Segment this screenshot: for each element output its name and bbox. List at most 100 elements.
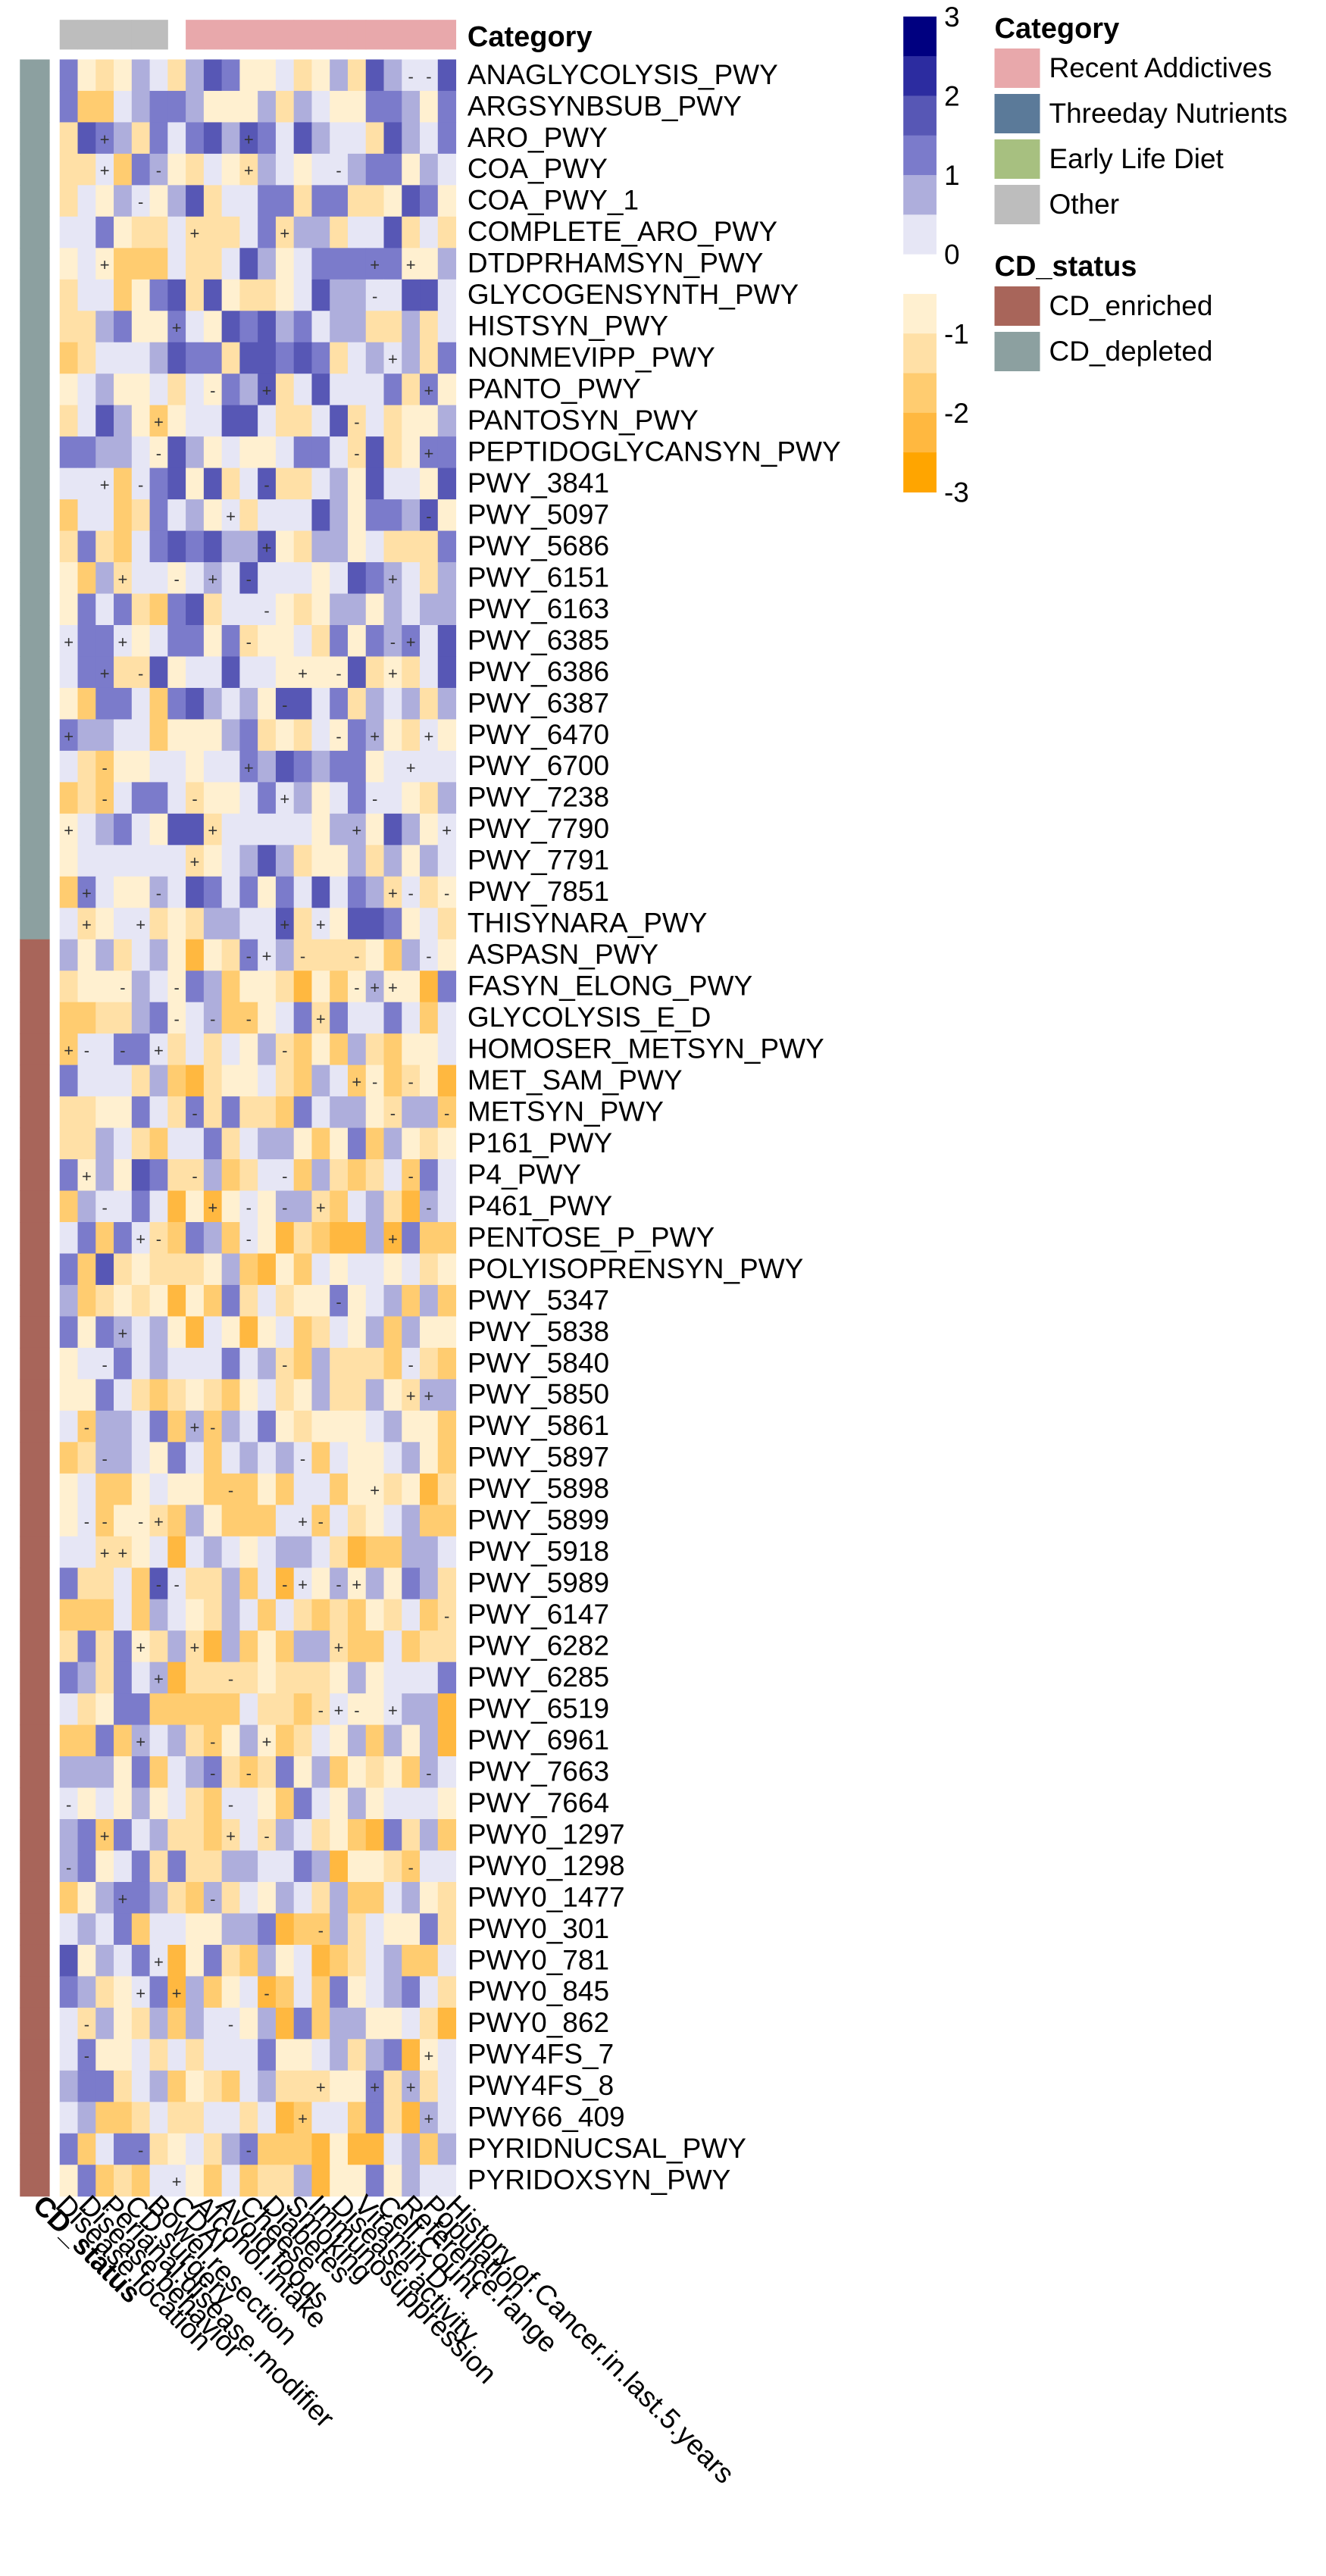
significance-mark: + (100, 664, 110, 683)
significance-mark: + (100, 1827, 110, 1846)
heatmap-cell (114, 845, 133, 877)
column-annotation-title: Category (468, 21, 593, 53)
heatmap-cell (186, 908, 205, 940)
heatmap-cell (383, 1819, 402, 1851)
heatmap-cell (221, 59, 240, 92)
heatmap-cell (293, 1127, 312, 1160)
heatmap-cell (167, 782, 186, 814)
heatmap-cell (149, 845, 168, 877)
cd-status-annotation-cell (20, 1379, 50, 1411)
heatmap-cell (95, 1568, 114, 1600)
heatmap-cell (347, 1913, 367, 1946)
cd-status-annotation-cell (20, 719, 50, 752)
significance-mark: - (66, 1858, 71, 1877)
heatmap-cell (275, 687, 295, 720)
colorbar-tick-label: 0 (944, 239, 960, 270)
heatmap-cell (365, 1693, 385, 1726)
heatmap-cell (330, 1693, 349, 1726)
heatmap-cell (365, 374, 385, 406)
heatmap-cell (167, 374, 186, 406)
heatmap-cell (95, 1410, 114, 1443)
heatmap-cell (59, 1881, 79, 1914)
heatmap-cell (95, 1442, 114, 1474)
significance-mark: + (117, 1544, 127, 1563)
row-label: PWY_6519 (468, 1693, 609, 1724)
heatmap-cell (131, 813, 151, 846)
cd-status-annotation-cell (20, 1347, 50, 1380)
heatmap-cell (275, 1850, 295, 1883)
heatmap-cell (167, 1316, 186, 1349)
significance-mark: + (100, 255, 110, 274)
heatmap-cell (383, 436, 402, 469)
heatmap-cell (131, 1881, 151, 1914)
heatmap-cell (383, 876, 402, 908)
heatmap-cell (167, 2165, 186, 2197)
heatmap-cell (149, 374, 168, 406)
heatmap-cell (239, 1222, 258, 1254)
significance-mark: + (406, 633, 416, 652)
cd-status-annotation-cell (20, 562, 50, 595)
heatmap-cell (383, 530, 402, 563)
heatmap-cell (167, 311, 186, 343)
heatmap-cell (347, 1284, 367, 1317)
significance-mark: - (192, 789, 197, 808)
heatmap-cell (293, 1064, 312, 1097)
heatmap-cell (186, 279, 205, 311)
heatmap-cell (402, 1850, 421, 1883)
heatmap-cell (293, 593, 312, 626)
heatmap-cell (258, 2007, 277, 2040)
heatmap-cell (131, 1064, 151, 1097)
heatmap-cell (239, 1944, 258, 1977)
heatmap-cell (365, 1410, 385, 1443)
heatmap-cell (186, 1536, 205, 1568)
category-annotation-cell (239, 20, 258, 50)
row-label: PWY_5918 (468, 1536, 609, 1567)
heatmap-cell (186, 1002, 205, 1034)
heatmap-cell (437, 90, 457, 123)
significance-mark: + (100, 130, 110, 148)
significance-mark: - (84, 1512, 89, 1531)
heatmap-cell (347, 1002, 367, 1034)
heatmap-cell (114, 1724, 133, 1757)
heatmap-cell (437, 813, 457, 846)
heatmap-cell (293, 750, 312, 783)
heatmap-cell (167, 467, 186, 500)
heatmap-cell (437, 845, 457, 877)
heatmap-cell (131, 1410, 151, 1443)
heatmap-cell (221, 1568, 240, 1600)
heatmap-cell (149, 2007, 168, 2040)
heatmap-cell (77, 562, 96, 595)
heatmap-cell (275, 1190, 295, 1223)
heatmap-cell (311, 2007, 330, 2040)
heatmap-cell (95, 656, 114, 689)
cd-status-annotation-cell (20, 1599, 50, 1631)
heatmap-cell (167, 1379, 186, 1411)
cd-status-annotation-cell (20, 59, 50, 92)
heatmap-cell (365, 2039, 385, 2071)
heatmap-cell (347, 248, 367, 280)
heatmap-cell (59, 1819, 79, 1851)
row-label: PWY0_845 (468, 1976, 609, 2007)
heatmap-cell (330, 1253, 349, 1286)
heatmap-cell (221, 436, 240, 469)
heatmap-cell (186, 311, 205, 343)
heatmap-cell (186, 1976, 205, 2009)
heatmap-cell (114, 1599, 133, 1631)
heatmap-cell (402, 1599, 421, 1631)
heatmap-cell (330, 1033, 349, 1066)
heatmap-cell (131, 153, 151, 186)
heatmap-cell (258, 1536, 277, 1568)
heatmap-cell (203, 1253, 223, 1286)
cd-status-annotation-cell (20, 342, 50, 374)
heatmap-cell (383, 1379, 402, 1411)
heatmap-cell (95, 845, 114, 877)
heatmap-cell (437, 2102, 457, 2134)
heatmap-cell (383, 939, 402, 971)
heatmap-cell (77, 939, 96, 971)
heatmap-cell (311, 1693, 330, 1726)
heatmap-cell (311, 876, 330, 908)
heatmap-cell (311, 1222, 330, 1254)
heatmap-cell (365, 2102, 385, 2134)
heatmap-cell (347, 1850, 367, 1883)
heatmap-cell (330, 1473, 349, 1505)
